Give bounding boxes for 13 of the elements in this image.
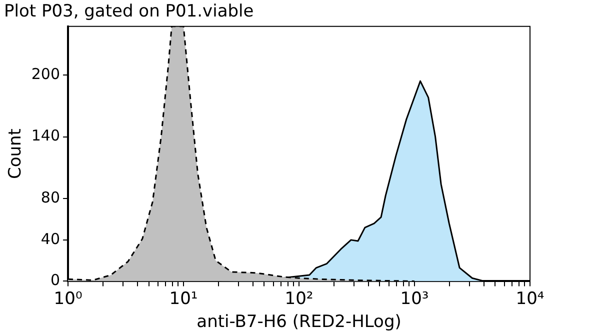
y-axis-title: Count (6, 128, 26, 180)
y-tick-label: 200 (31, 64, 60, 83)
y-tick-label: 0 (50, 271, 60, 290)
x-tick-label: 10⁰ (54, 288, 82, 309)
x-tick-label: 10² (284, 288, 314, 309)
x-tick-label: 10³ (400, 288, 429, 309)
y-tick-label: 140 (31, 126, 60, 145)
y-tick-label: 80 (40, 188, 60, 207)
x-tick-label: 10⁴ (516, 288, 544, 309)
chart-title: Plot P03, gated on P01.viable (4, 2, 254, 22)
x-axis-title: anti-B7-H6 (RED2-HLog) (196, 312, 402, 332)
y-tick-label: 40 (40, 230, 60, 248)
x-tick-label: 10¹ (169, 288, 198, 309)
